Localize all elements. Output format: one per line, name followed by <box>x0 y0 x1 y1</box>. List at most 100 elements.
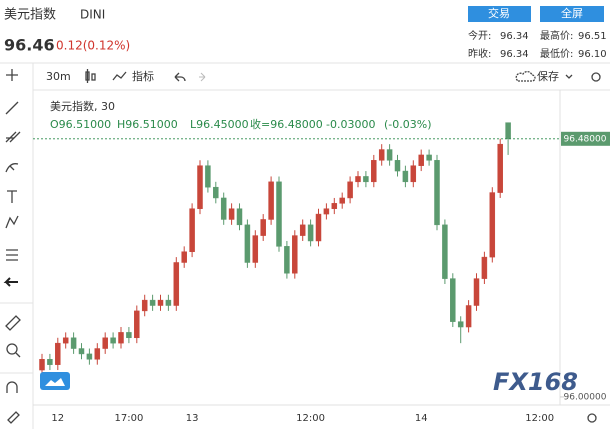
candle-body <box>118 332 124 344</box>
candle-body <box>244 224 251 263</box>
ohlc-value: L96.45000 <box>190 118 249 131</box>
candle-body <box>284 246 290 274</box>
candle-body <box>220 197 227 220</box>
candle-body <box>173 262 180 306</box>
drawing-tools[interactable] <box>3 69 21 424</box>
candle-body <box>165 299 172 306</box>
candle-body <box>213 186 219 199</box>
candle-body <box>141 299 148 312</box>
fullscreen-label[interactable]: 全屏 <box>561 6 583 20</box>
title: 美元指数 <box>4 8 56 23</box>
indicators[interactable]: 指标 <box>132 69 154 83</box>
undo[interactable] <box>174 72 186 82</box>
candle-body <box>189 208 195 252</box>
x-tick-label: 17:00 <box>114 413 143 424</box>
candle-body <box>434 160 440 226</box>
candle-body <box>450 278 456 322</box>
candle-body <box>70 337 77 349</box>
candle-body <box>323 208 330 215</box>
change: 0.12(0.12%) <box>56 39 130 53</box>
candle-body <box>457 321 464 328</box>
x-tick-label: 12 <box>51 413 64 424</box>
ohlc-value: (-0.03%) <box>384 118 432 131</box>
stat-value: 96.10 <box>578 49 607 60</box>
stat-value: 96.34 <box>500 31 529 42</box>
trade-button[interactable] <box>468 6 531 22</box>
candle-body <box>55 342 61 365</box>
candle-body <box>394 160 401 172</box>
stat-label: 今开: <box>468 29 491 42</box>
ohlc-value: -0.03000 <box>326 118 375 131</box>
ohlc-value: 收=96.48000 <box>250 117 323 131</box>
trade-label[interactable]: 交易 <box>488 6 510 20</box>
candle-body <box>126 332 132 339</box>
y-tick-label: 96.00000 <box>564 392 607 402</box>
plot <box>39 122 511 376</box>
candle-body <box>94 348 101 360</box>
settings[interactable] <box>591 72 601 82</box>
candle-body <box>236 208 243 226</box>
x-tick-label: 12:00 <box>296 413 325 424</box>
candle-body <box>473 278 480 306</box>
candle-body <box>465 305 472 328</box>
stat-value: 96.51 <box>578 31 607 42</box>
axis-settings[interactable] <box>587 413 597 423</box>
candle-body <box>426 154 432 161</box>
chart-title: 美元指数, 30 <box>50 99 115 113</box>
candle-body <box>418 154 424 166</box>
redo[interactable] <box>199 72 206 82</box>
candle-body <box>410 165 417 183</box>
x-tick-label: 13 <box>186 413 199 424</box>
candle-body <box>331 203 338 209</box>
candle-body <box>378 149 385 161</box>
interval[interactable]: 30m <box>46 70 71 83</box>
candle-body <box>228 208 235 220</box>
ohlc-value: H96.51000 <box>117 118 178 131</box>
candle-body <box>489 192 496 258</box>
price: 96.46 <box>4 36 55 55</box>
candle-body <box>197 165 203 209</box>
candle-body <box>307 224 314 242</box>
candle-body <box>157 299 164 306</box>
fullscreen-button[interactable] <box>540 6 604 22</box>
candle-body <box>355 176 361 183</box>
ohlc-value: O96.51000 <box>50 118 111 131</box>
logo-badge <box>40 372 70 390</box>
candle-body <box>497 143 503 193</box>
y-tick-label: 96.48000 <box>564 134 607 144</box>
candle-body <box>86 353 93 360</box>
candle-body <box>505 122 511 140</box>
cloud-icon[interactable] <box>515 70 536 82</box>
candle-body <box>252 235 259 263</box>
candle-body <box>110 337 116 344</box>
watermark: FX168 <box>493 368 578 396</box>
price-tag <box>561 131 610 146</box>
candle-icon[interactable] <box>85 69 96 83</box>
candle-body <box>268 181 274 220</box>
x-tick-label: 14 <box>415 413 428 424</box>
stat-label: 最低价: <box>540 47 573 60</box>
symbol: DINI <box>80 8 105 22</box>
logo-icon <box>45 378 65 386</box>
stat-value: 96.34 <box>500 49 529 60</box>
candle-body <box>78 348 85 355</box>
save[interactable]: 保存 <box>537 69 559 83</box>
candle-body <box>481 256 488 279</box>
indicator-icon[interactable] <box>112 71 127 81</box>
save-menu[interactable] <box>565 74 573 79</box>
candle-body <box>315 213 322 242</box>
candle-body <box>292 235 298 274</box>
candle-body <box>442 224 448 279</box>
x-tick-label: 12:00 <box>525 413 554 424</box>
candle-body <box>102 337 108 349</box>
candle-body <box>371 160 377 183</box>
candle-body <box>339 197 345 204</box>
candle-body <box>402 170 409 183</box>
stat-label: 昨收: <box>468 47 491 60</box>
candle-body <box>299 224 306 236</box>
candle-body <box>386 149 393 161</box>
candle-body <box>205 165 211 188</box>
candle-body <box>276 181 282 247</box>
candle-body <box>62 337 69 344</box>
